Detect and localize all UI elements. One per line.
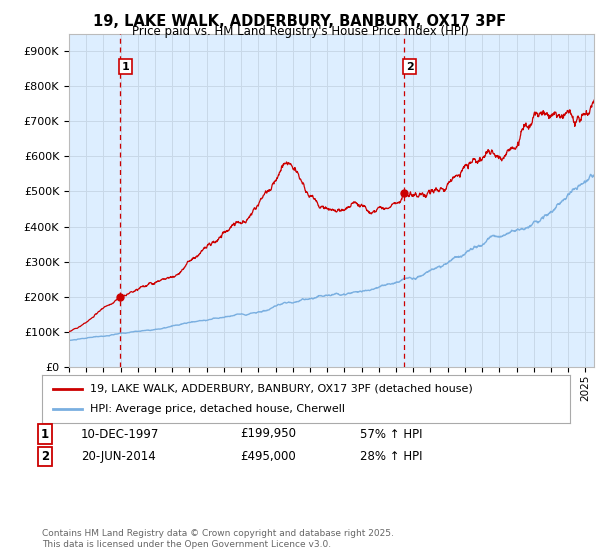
Text: 28% ↑ HPI: 28% ↑ HPI	[360, 450, 422, 463]
Text: 2: 2	[406, 62, 413, 72]
Text: Price paid vs. HM Land Registry's House Price Index (HPI): Price paid vs. HM Land Registry's House …	[131, 25, 469, 38]
Text: 19, LAKE WALK, ADDERBURY, BANBURY, OX17 3PF: 19, LAKE WALK, ADDERBURY, BANBURY, OX17 …	[94, 14, 506, 29]
Text: 2: 2	[41, 450, 49, 463]
Text: Contains HM Land Registry data © Crown copyright and database right 2025.
This d: Contains HM Land Registry data © Crown c…	[42, 529, 394, 549]
Text: 1: 1	[121, 62, 129, 72]
Text: 10-DEC-1997: 10-DEC-1997	[81, 427, 160, 441]
Text: £199,950: £199,950	[240, 427, 296, 441]
Text: 1: 1	[41, 427, 49, 441]
Text: 19, LAKE WALK, ADDERBURY, BANBURY, OX17 3PF (detached house): 19, LAKE WALK, ADDERBURY, BANBURY, OX17 …	[89, 384, 472, 394]
Text: 57% ↑ HPI: 57% ↑ HPI	[360, 427, 422, 441]
Text: HPI: Average price, detached house, Cherwell: HPI: Average price, detached house, Cher…	[89, 404, 344, 414]
Text: 20-JUN-2014: 20-JUN-2014	[81, 450, 156, 463]
Text: £495,000: £495,000	[240, 450, 296, 463]
